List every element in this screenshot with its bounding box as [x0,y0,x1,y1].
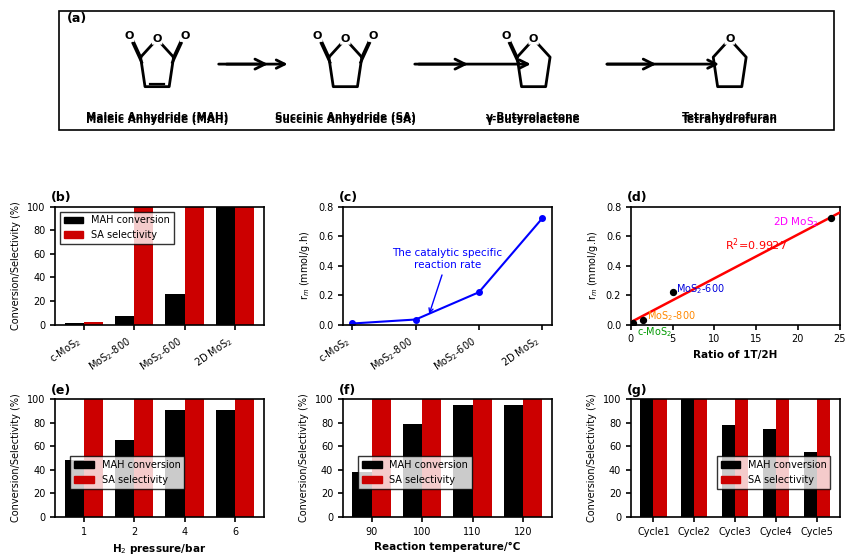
Bar [353,472,371,517]
Bar [235,399,254,517]
Bar [654,399,667,517]
Bar [472,399,492,517]
Text: MoS$_2$-800: MoS$_2$-800 [647,310,695,324]
Legend: MAH conversion, SA selectivity: MAH conversion, SA selectivity [359,456,472,489]
Bar [422,399,441,517]
Text: (e): (e) [51,384,71,396]
Bar [115,316,134,325]
Text: (a): (a) [67,12,87,25]
Bar [185,207,204,325]
Text: γ-Butyrolactone: γ-Butyrolactone [486,115,581,125]
Text: (g): (g) [627,384,647,396]
Point [824,214,838,223]
Point [627,319,640,328]
Bar [804,452,817,517]
Text: O: O [529,34,538,44]
Bar [695,399,707,517]
X-axis label: Ratio of 1T/2H: Ratio of 1T/2H [693,350,778,360]
Text: Succinic Anhydride (SA): Succinic Anhydride (SA) [275,115,416,125]
Bar [165,410,185,517]
Bar [523,399,542,517]
Bar [134,207,153,325]
Text: Maleic Anhydride (MAH): Maleic Anhydride (MAH) [86,112,228,122]
X-axis label: H$_2$ pressure/bar: H$_2$ pressure/bar [113,542,206,556]
Bar [776,399,789,517]
Bar [763,429,776,517]
Bar [84,399,103,517]
Y-axis label: Conversion/Selectivity (%): Conversion/Selectivity (%) [299,394,310,523]
Bar [817,399,830,517]
Bar [134,399,153,517]
Bar [216,410,235,517]
Text: O: O [153,34,162,44]
Y-axis label: r$_m$ (mmol/g.h): r$_m$ (mmol/g.h) [298,231,312,300]
Text: O: O [341,34,350,44]
Text: Tetrahydrofuran: Tetrahydrofuran [682,112,778,122]
Bar [235,207,254,325]
Y-axis label: r$_m$ (mmol/g.h): r$_m$ (mmol/g.h) [586,231,600,300]
Bar [59,11,834,130]
Bar [84,322,103,325]
Bar [216,207,235,325]
Text: (d): (d) [627,191,647,204]
Text: MoS$_2$-600: MoS$_2$-600 [676,282,725,296]
Bar [371,399,391,517]
Text: Tetrahydrofuran: Tetrahydrofuran [682,115,778,125]
Bar [165,294,185,325]
Bar [504,405,523,517]
Y-axis label: Conversion/Selectivity (%): Conversion/Selectivity (%) [12,394,21,523]
Text: (b): (b) [51,191,71,204]
Text: O: O [125,31,134,41]
Text: (f): (f) [339,384,356,396]
Text: O: O [181,31,190,41]
Text: (c): (c) [339,191,358,204]
Text: O: O [725,34,734,44]
X-axis label: Reaction temperature/°C: Reaction temperature/°C [374,542,521,553]
Text: O: O [369,31,378,41]
Text: Maleic Anhydride (MAH): Maleic Anhydride (MAH) [86,115,228,125]
Bar [681,399,695,517]
Bar [640,399,654,517]
Text: R$^2$=0.9927: R$^2$=0.9927 [725,236,787,253]
Point [666,288,679,297]
Text: O: O [501,31,510,41]
Bar [722,425,735,517]
Bar [185,399,204,517]
Bar [735,399,748,517]
Text: 2D MoS$_2$: 2D MoS$_2$ [773,216,818,229]
Text: O: O [313,31,322,41]
Text: c-MoS$_2$: c-MoS$_2$ [637,325,672,339]
Bar [64,460,84,517]
Y-axis label: Conversion/Selectivity (%): Conversion/Selectivity (%) [12,201,21,330]
Bar [64,324,84,325]
Legend: MAH conversion, SA selectivity: MAH conversion, SA selectivity [70,456,184,489]
Legend: MAH conversion, SA selectivity: MAH conversion, SA selectivity [60,211,174,244]
Bar [403,424,422,517]
Y-axis label: Conversion/Selectivity (%): Conversion/Selectivity (%) [588,394,597,523]
Text: Succinic Anhydride (SA): Succinic Anhydride (SA) [275,112,416,122]
Bar [454,405,472,517]
Text: The catalytic specific
reaction rate: The catalytic specific reaction rate [393,248,502,312]
Bar [115,440,134,517]
Text: γ-Butyrolactone: γ-Butyrolactone [486,112,581,122]
Point [637,315,650,324]
Legend: MAH conversion, SA selectivity: MAH conversion, SA selectivity [717,456,830,489]
